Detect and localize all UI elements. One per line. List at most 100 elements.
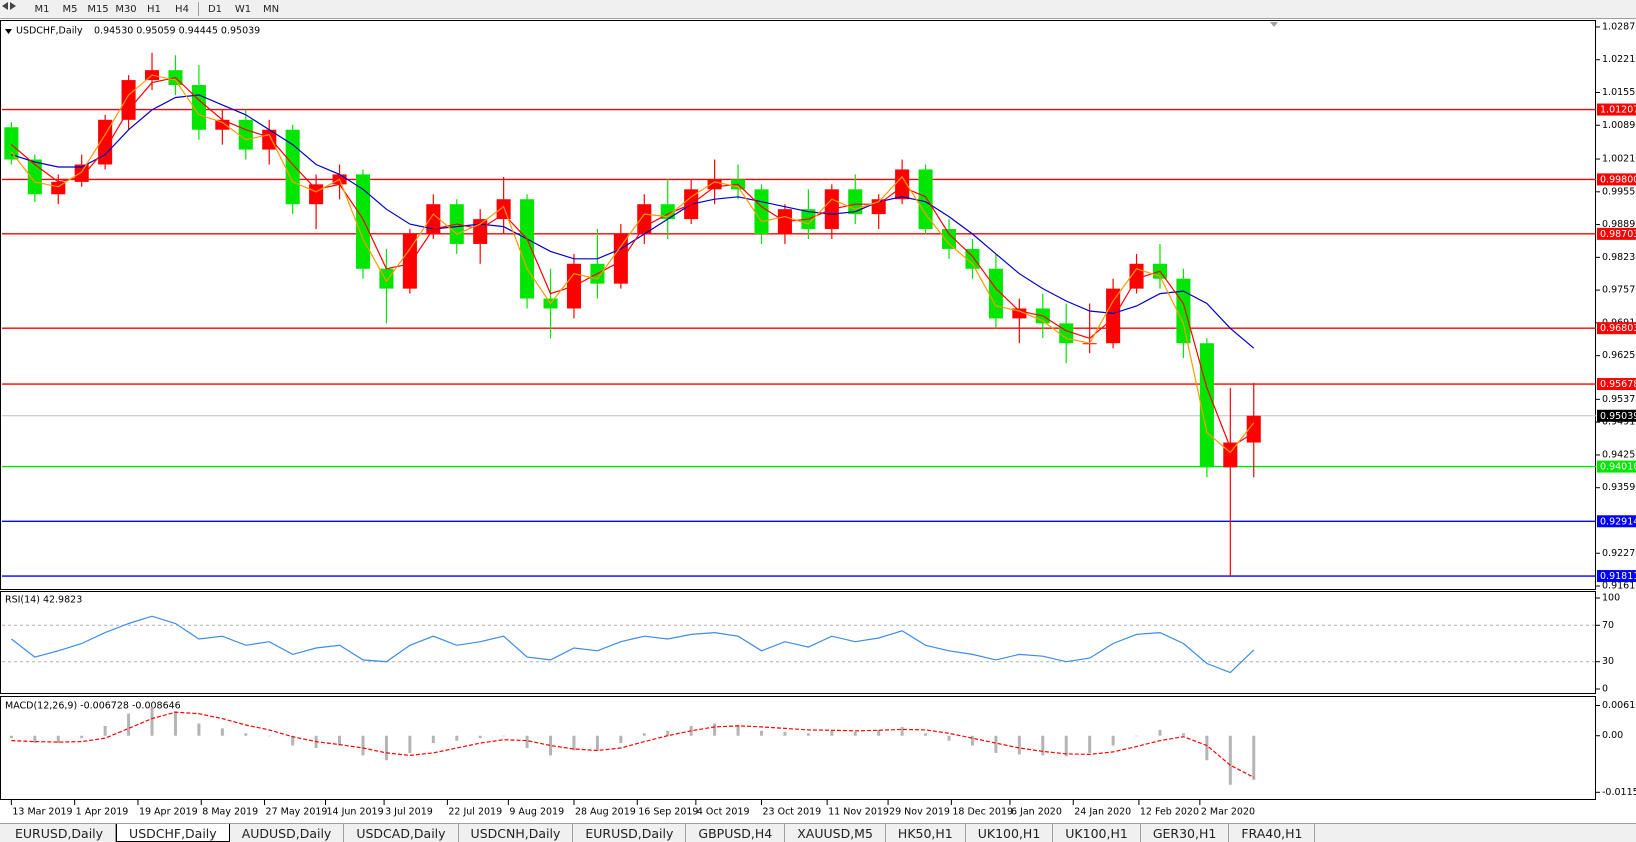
level-label-box xyxy=(1597,460,1636,473)
chart-tab[interactable]: HK50,H1 xyxy=(886,824,966,842)
chart-tab[interactable]: EURUSD,Daily xyxy=(573,824,687,842)
histogram-bar xyxy=(619,735,623,744)
x-tick-label: 1 Apr 2019 xyxy=(76,807,129,818)
y-tick-label: 30 xyxy=(1602,656,1614,667)
histogram-bar xyxy=(572,735,576,751)
histogram-bar xyxy=(9,735,13,739)
x-tick-label: 19 Apr 2019 xyxy=(139,807,198,818)
histogram-bar xyxy=(150,707,154,736)
x-tick-label: 29 Nov 2019 xyxy=(889,807,950,818)
level-label: 0.99800 xyxy=(1600,174,1636,185)
histogram-bar xyxy=(478,735,482,739)
indicator-line xyxy=(10,74,1255,454)
histogram-bar xyxy=(970,735,974,746)
timeframe-button[interactable]: M1 xyxy=(34,3,50,15)
histogram-bar xyxy=(56,735,60,744)
level-label-box xyxy=(1597,322,1636,335)
histogram-bar xyxy=(502,735,506,737)
chart-tab[interactable]: UK100,H1 xyxy=(1053,824,1141,842)
chart-tab[interactable]: EURUSD,Daily xyxy=(3,824,117,842)
indicator-line xyxy=(11,94,1255,349)
chart-tab[interactable]: UK100,H1 xyxy=(966,824,1054,842)
histogram-bar xyxy=(736,724,740,736)
level-label-box xyxy=(1597,515,1636,528)
candle-body xyxy=(1106,288,1121,344)
timeframe-button[interactable]: H1 xyxy=(147,3,161,15)
y-tick-label: 1.02210 xyxy=(1602,54,1636,65)
chart-tab[interactable]: USDCNH,Daily xyxy=(459,824,574,842)
histogram-bar xyxy=(1064,735,1068,757)
histogram-bar xyxy=(173,711,177,736)
level-label: 1.01207 xyxy=(1600,105,1636,116)
indicator-line xyxy=(11,615,1255,674)
histogram-bar xyxy=(1017,735,1021,755)
candle-body xyxy=(848,189,863,215)
histogram-bar xyxy=(197,723,201,736)
main-panel-frame xyxy=(0,20,1596,590)
y-tick-label: 0 xyxy=(1602,684,1608,695)
bid-label-box xyxy=(1597,409,1636,422)
timeframe-button[interactable]: M30 xyxy=(115,3,137,15)
x-tick-label: 6 Jan 2020 xyxy=(1011,807,1062,818)
x-tick-label: 9 Aug 2019 xyxy=(509,807,564,818)
candle-body xyxy=(121,80,136,120)
bid-label: 0.95039 xyxy=(1600,411,1636,422)
shift-marker xyxy=(1270,22,1278,27)
histogram-bar xyxy=(713,723,717,736)
timeframe-button[interactable]: H4 xyxy=(175,3,189,15)
toolbar-separator xyxy=(198,2,199,16)
y-tick-label: 1.02870 xyxy=(1602,21,1636,32)
chart-tab[interactable]: XAUUSD,M5 xyxy=(785,824,886,842)
x-tick-label: 24 Jan 2020 xyxy=(1074,807,1131,818)
chart-tab[interactable]: AUDUSD,Daily xyxy=(230,824,345,842)
chart-tab[interactable]: FRA40,H1 xyxy=(1229,824,1316,842)
candle-body xyxy=(215,119,230,130)
timeframe-toolbar: M1 M5 M15 M30 H1 H4 D1 W1 MN xyxy=(0,0,1636,19)
timeframe-button[interactable]: M15 xyxy=(87,3,109,15)
histogram-bar xyxy=(642,733,646,736)
chart-tab[interactable]: GBPUSD,H4 xyxy=(686,824,786,842)
candle-body xyxy=(262,129,277,150)
indicator-line xyxy=(11,711,1255,778)
timeframe-button[interactable]: D1 xyxy=(207,3,223,15)
candle-body xyxy=(707,179,722,190)
histogram-bar xyxy=(525,735,529,748)
x-tick-label: 2 Mar 2020 xyxy=(1201,807,1255,818)
x-tick-label: 28 Aug 2019 xyxy=(575,807,636,818)
level-label-box xyxy=(1597,227,1636,240)
chart-tab[interactable]: USDCHF,Daily xyxy=(116,824,230,842)
timeframe-button[interactable]: MN xyxy=(262,3,280,15)
chart-tab[interactable]: GER30,H1 xyxy=(1141,824,1230,842)
histogram-bar xyxy=(291,735,295,746)
indicator-line xyxy=(11,76,1255,449)
histogram-bar xyxy=(244,733,248,736)
x-tick-label: 12 Feb 2020 xyxy=(1140,807,1199,818)
histogram-bar xyxy=(1228,735,1232,785)
histogram-bar xyxy=(455,735,459,741)
chart-tab[interactable]: USDCAD,Daily xyxy=(344,824,459,842)
x-tick-label: 23 Oct 2019 xyxy=(762,807,821,818)
histogram-bar xyxy=(361,735,365,756)
y-tick-label: 100 xyxy=(1602,593,1620,604)
histogram-bar xyxy=(877,729,881,736)
timeframe-button[interactable]: M5 xyxy=(62,3,78,15)
candle-body xyxy=(4,127,19,160)
x-tick-label: 11 Nov 2019 xyxy=(828,807,889,818)
histogram-bar xyxy=(220,728,224,736)
level-label-box xyxy=(1597,173,1636,186)
x-tick-label: 8 May 2019 xyxy=(202,807,258,818)
histogram-bar xyxy=(806,733,810,736)
histogram-bar xyxy=(1088,735,1092,753)
x-tick-label: 16 Sep 2019 xyxy=(638,807,698,818)
timeframe-button[interactable]: W1 xyxy=(234,3,252,15)
ohlc-values: 0.94530 0.95059 0.94445 0.95039 xyxy=(94,26,260,37)
y-tick-label: -0.011534 xyxy=(1602,787,1636,798)
x-tick-label: 13 Mar 2019 xyxy=(12,807,72,818)
